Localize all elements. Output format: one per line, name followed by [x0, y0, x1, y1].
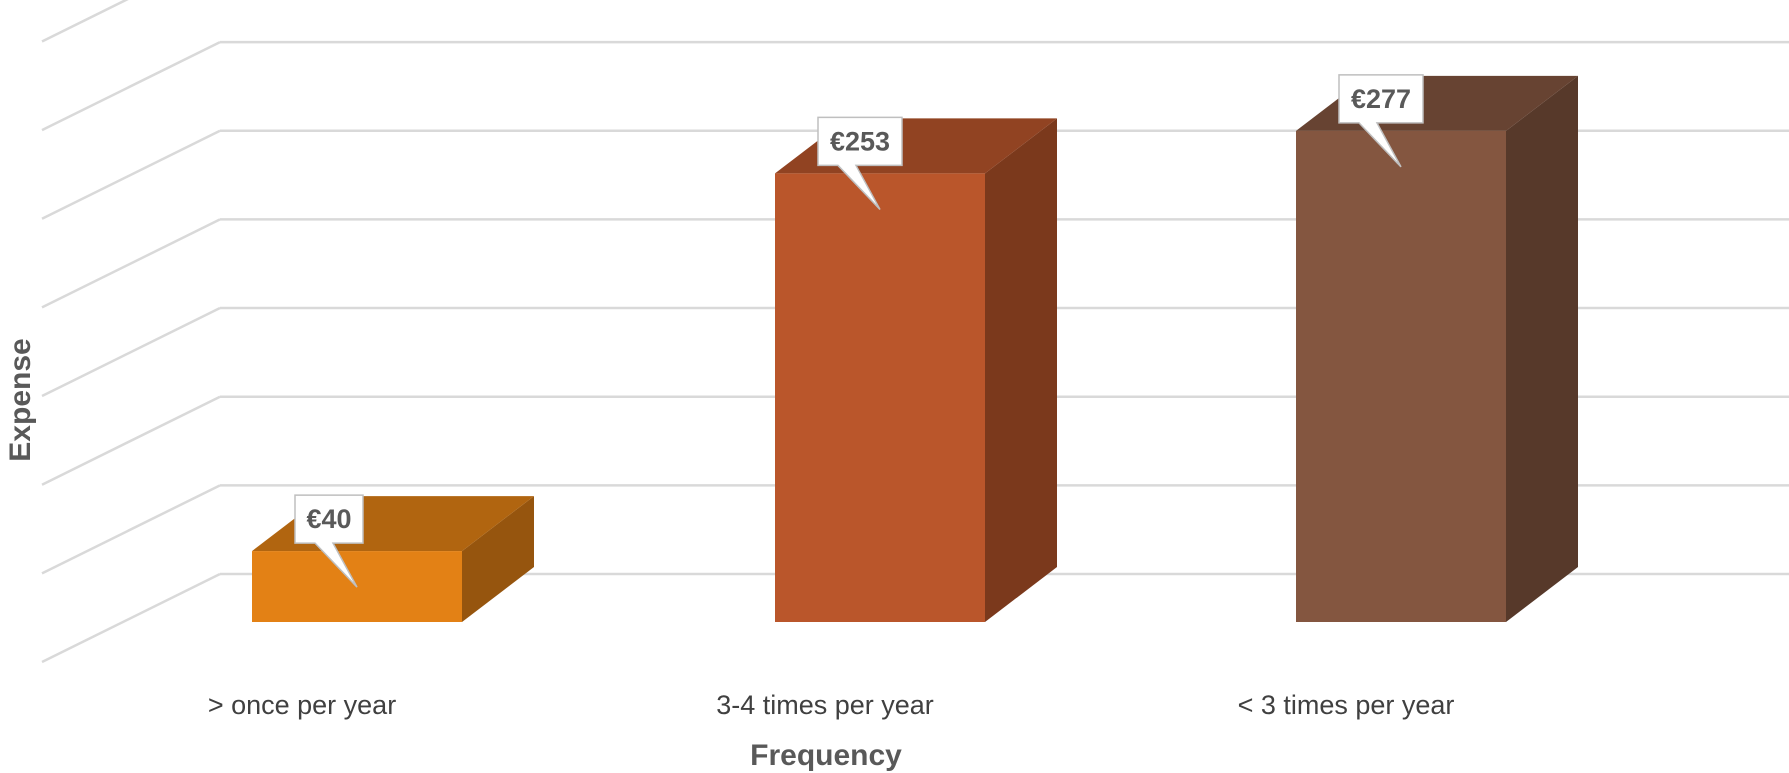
- category-label: 3-4 times per year: [716, 690, 934, 720]
- data-label-callout: [817, 116, 903, 210]
- gridline-side: [41, 129, 221, 220]
- bars: [252, 75, 1578, 622]
- gridline-side: [41, 484, 221, 575]
- gridline-side: [41, 0, 129, 43]
- data-label-text: €277: [1351, 84, 1411, 114]
- gridline-side: [41, 572, 221, 664]
- data-label-callout: [294, 494, 364, 588]
- x-axis-title: Frequency: [750, 739, 902, 772]
- data-label: €40: [294, 494, 364, 588]
- bar: [1296, 75, 1578, 622]
- data-label: €253: [817, 116, 903, 210]
- gridline-side: [41, 218, 221, 309]
- y-axis-title: Expense: [4, 338, 37, 461]
- data-label: €277: [1338, 74, 1424, 168]
- bar-front: [775, 173, 985, 622]
- category-label: < 3 times per year: [1238, 690, 1455, 720]
- data-labels: €40 €253 €277: [294, 74, 1424, 588]
- gridline-side: [41, 306, 221, 398]
- bar-side: [985, 118, 1057, 622]
- bar: [775, 118, 1057, 622]
- gridline-side: [41, 395, 221, 486]
- data-label-callout: [1338, 74, 1424, 168]
- category-label: > once per year: [208, 690, 396, 720]
- data-label-text: €253: [830, 126, 890, 156]
- bar-side: [1506, 75, 1578, 622]
- bar-front: [1296, 130, 1506, 622]
- data-label-text: €40: [306, 504, 351, 534]
- gridline-side: [41, 40, 221, 132]
- category-ticks: > once per year 3-4 times per year < 3 tim…: [208, 690, 1455, 720]
- bar-side: [462, 496, 534, 622]
